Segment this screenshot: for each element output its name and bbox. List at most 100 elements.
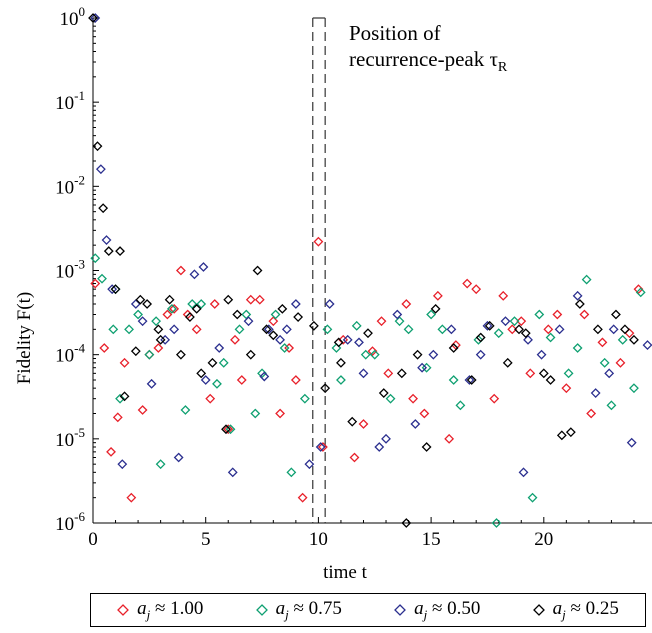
data-point <box>290 375 301 385</box>
data-point <box>367 346 378 357</box>
data-point <box>261 324 272 335</box>
data-point <box>561 383 572 394</box>
data-point <box>552 309 563 320</box>
data-point <box>514 324 524 335</box>
data-point <box>471 284 482 295</box>
data-point <box>545 332 556 343</box>
data-point <box>135 294 146 305</box>
data-point <box>166 303 177 314</box>
data-point <box>115 246 125 257</box>
legend-diamond <box>394 604 407 616</box>
data-point <box>106 446 116 457</box>
legend-item: aj ≈ 0.75 <box>255 598 342 623</box>
legend-label: aj ≈ 0.50 <box>414 597 481 622</box>
data-point <box>254 294 265 305</box>
data-point <box>534 309 545 320</box>
data-point <box>358 419 369 429</box>
data-point <box>88 13 98 23</box>
data-point <box>363 328 373 339</box>
data-point <box>428 349 439 360</box>
data-point <box>153 324 164 335</box>
data-point <box>250 408 261 419</box>
data-point <box>153 343 164 353</box>
data-point <box>629 334 639 345</box>
data-point <box>620 324 630 335</box>
data-point <box>430 303 441 314</box>
data-point <box>99 343 110 353</box>
data-point <box>223 294 234 305</box>
data-point <box>611 309 621 320</box>
data-point <box>214 343 225 353</box>
data-point <box>270 309 281 320</box>
legend-label: aj ≈ 0.25 <box>552 597 619 622</box>
data-points <box>88 13 652 528</box>
data-point <box>347 416 358 427</box>
x-tick-label: 20 <box>534 529 553 550</box>
data-point <box>119 357 130 368</box>
data-point <box>95 164 106 175</box>
data-point <box>545 375 556 385</box>
data-point <box>396 368 407 379</box>
data-point <box>336 375 346 385</box>
annotation-line2: recurrence-peak τR <box>349 47 508 75</box>
data-point <box>187 299 198 309</box>
y-tick-label: 100 <box>60 4 86 30</box>
data-point <box>98 203 109 214</box>
data-point <box>137 405 148 415</box>
data-point <box>354 337 364 348</box>
data-point <box>543 324 554 335</box>
data-point <box>315 442 326 452</box>
data-point <box>281 324 292 335</box>
data-point <box>378 388 389 398</box>
data-point <box>525 368 536 379</box>
data-point <box>133 309 143 320</box>
data-point <box>101 235 112 245</box>
data-point <box>608 324 619 335</box>
data-point <box>592 324 603 335</box>
data-point <box>108 324 119 335</box>
data-point <box>444 433 455 444</box>
data-point <box>419 408 430 419</box>
x-tick-label: 5 <box>201 529 211 550</box>
data-point <box>498 290 509 301</box>
data-point <box>394 316 405 327</box>
data-point <box>245 349 256 360</box>
data-point <box>119 391 130 402</box>
data-point <box>200 375 211 385</box>
data-point <box>565 427 576 438</box>
data-point <box>572 343 583 353</box>
data-point <box>263 324 274 335</box>
data-point <box>369 349 380 360</box>
data-point <box>383 368 394 379</box>
data-point <box>493 328 504 339</box>
data-point <box>191 303 202 314</box>
series-3 <box>88 13 639 528</box>
data-point <box>635 287 646 298</box>
data-point <box>290 299 301 309</box>
data-point <box>629 383 639 394</box>
data-point <box>408 393 418 404</box>
data-point <box>401 518 412 528</box>
y-tick-label: 10-1 <box>55 88 85 114</box>
data-point <box>401 299 412 309</box>
data-point <box>462 278 473 289</box>
series-1 <box>90 253 646 528</box>
data-point <box>473 334 484 345</box>
data-point <box>189 269 200 280</box>
x-tick-label: 15 <box>422 529 441 550</box>
data-point <box>322 324 333 335</box>
data-point <box>218 357 229 368</box>
data-point <box>410 419 421 429</box>
legend-diamond <box>255 604 268 616</box>
data-point <box>523 334 533 345</box>
data-point <box>342 334 353 345</box>
data-point <box>349 452 360 463</box>
legend-diamond <box>532 604 545 616</box>
data-point <box>144 349 155 360</box>
data-point <box>191 324 202 335</box>
data-point <box>164 294 175 305</box>
data-point <box>196 368 207 379</box>
data-point <box>403 324 414 335</box>
data-point <box>196 299 207 309</box>
data-point <box>90 278 101 289</box>
